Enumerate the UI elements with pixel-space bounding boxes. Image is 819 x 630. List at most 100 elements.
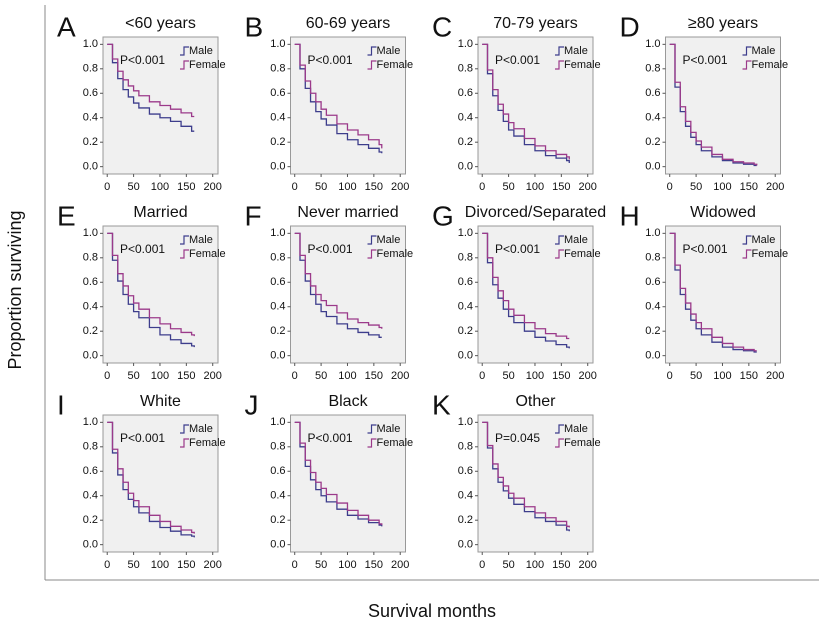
x-tick-label: 200: [579, 370, 597, 382]
y-tick-label: 0.0: [83, 350, 98, 362]
y-tick-label: 0.2: [270, 325, 285, 337]
survival-curve: [107, 421, 195, 538]
y-tick-label: 0.6: [83, 465, 98, 477]
y-tick-label: 0.8: [270, 441, 285, 453]
x-tick-label: 150: [365, 559, 383, 571]
x-tick-label: 150: [552, 181, 570, 193]
x-tick-label: 50: [127, 370, 139, 382]
survival-curve: [294, 232, 383, 329]
y-tick-label: 0.0: [270, 350, 285, 362]
p-value: P<0.001: [120, 53, 165, 67]
y-tick-label: 0.0: [270, 161, 285, 173]
legend-icon: [180, 438, 189, 448]
y-tick-label: 0.0: [458, 161, 473, 173]
panel-letter: I: [57, 389, 65, 420]
survival-curve: [294, 43, 383, 149]
legend-label: Male: [189, 423, 213, 435]
y-tick-label: 0.0: [458, 350, 473, 362]
y-axis-label: Proportion surviving: [5, 210, 25, 369]
legend-label: Male: [564, 423, 588, 435]
panel-title: Black: [328, 393, 368, 410]
legend-label: Male: [752, 45, 776, 57]
x-tick-label: 50: [502, 559, 514, 571]
x-tick-label: 100: [526, 181, 544, 193]
y-tick-label: 0.2: [83, 325, 98, 337]
x-tick-label: 200: [391, 559, 409, 571]
panel-title: Married: [133, 204, 187, 221]
x-tick-label: 100: [151, 370, 169, 382]
legend-label: Female: [189, 59, 226, 71]
legend-icon: [742, 249, 752, 259]
x-tick-label: 0: [104, 181, 110, 193]
y-tick-label: 1.0: [270, 38, 285, 50]
x-tick-label: 50: [315, 370, 327, 382]
y-tick-label: 0.0: [645, 350, 660, 362]
survival-curve: [107, 232, 195, 348]
survival-curve: [482, 43, 570, 160]
y-tick-label: 0.4: [270, 112, 285, 124]
plot-area: [290, 36, 406, 175]
y-tick-label: 0.8: [645, 252, 660, 264]
p-value: P<0.001: [683, 242, 728, 256]
x-tick-label: 200: [579, 181, 597, 193]
y-tick-label: 1.0: [270, 227, 285, 239]
legend-label: Female: [189, 437, 226, 449]
p-value: P<0.001: [120, 242, 165, 256]
y-tick-label: 0.0: [270, 539, 285, 551]
survival-curve: [107, 43, 195, 132]
panel-title: ≥80 years: [688, 15, 758, 32]
y-tick-label: 0.6: [458, 87, 473, 99]
y-tick-label: 0.4: [458, 301, 473, 313]
x-tick-label: 100: [713, 370, 731, 382]
panel-title: Other: [515, 393, 556, 410]
survival-curve: [294, 232, 382, 338]
x-tick-label: 200: [204, 559, 222, 571]
x-tick-label: 150: [177, 181, 195, 193]
survival-curve: [482, 43, 570, 163]
x-tick-label: 200: [204, 181, 222, 193]
legend-icon: [367, 235, 377, 245]
y-tick-label: 0.6: [458, 465, 473, 477]
legend-label: Female: [377, 437, 414, 449]
legend-label: Male: [189, 45, 213, 57]
y-tick-label: 0.2: [270, 136, 285, 148]
plot-area: [477, 225, 594, 364]
x-tick-label: 200: [391, 181, 409, 193]
legend-icon: [367, 424, 377, 434]
panel-title: 70-79 years: [493, 15, 578, 32]
panel-letter: J: [245, 389, 259, 420]
x-tick-label: 50: [315, 181, 327, 193]
panel-title: Never married: [297, 204, 398, 221]
panel-title: Divorced/Separated: [465, 204, 606, 221]
y-tick-label: 1.0: [458, 38, 473, 50]
x-tick-label: 150: [552, 559, 570, 571]
y-tick-label: 1.0: [458, 227, 473, 239]
legend-icon: [742, 46, 752, 56]
survival-curve: [294, 421, 383, 527]
plot-area: [477, 414, 594, 553]
legend-icon: [367, 60, 377, 70]
legend-label: Male: [189, 234, 213, 246]
y-tick-label: 0.2: [458, 136, 473, 148]
panel-letter: D: [620, 11, 640, 42]
legend-icon: [555, 46, 564, 56]
x-tick-label: 150: [365, 370, 383, 382]
x-tick-label: 50: [502, 370, 514, 382]
plot-area: [665, 36, 781, 175]
legend-icon: [180, 235, 189, 245]
y-tick-label: 0.6: [645, 87, 660, 99]
legend-icon: [555, 249, 564, 259]
legend-icon: [555, 60, 564, 70]
y-tick-label: 0.8: [645, 63, 660, 75]
x-tick-label: 0: [104, 370, 110, 382]
survival-curve: [107, 43, 195, 118]
y-tick-label: 0.0: [458, 539, 473, 551]
p-value: P<0.001: [120, 431, 165, 445]
panel-title: <60 years: [125, 15, 196, 32]
legend-icon: [742, 60, 752, 70]
legend-label: Female: [752, 59, 789, 71]
legend-label: Female: [377, 248, 414, 260]
x-tick-label: 0: [479, 559, 485, 571]
x-tick-label: 100: [338, 181, 356, 193]
